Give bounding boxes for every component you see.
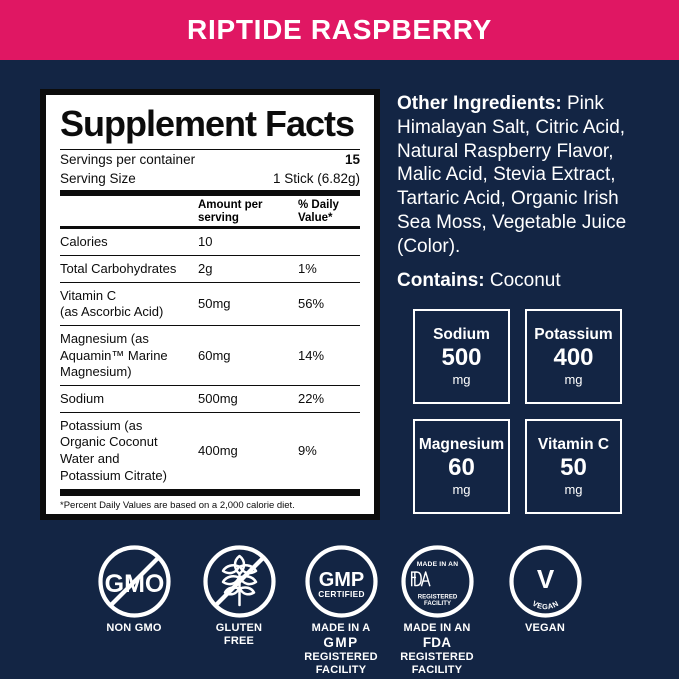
svg-text:GMP: GMP [318, 569, 364, 591]
svg-text:V: V [536, 564, 554, 594]
svg-text:MADE IN AN: MADE IN AN [416, 561, 458, 568]
svg-text:VEGAN: VEGAN [530, 599, 559, 612]
svg-text:CERTIFIED: CERTIFIED [318, 589, 365, 599]
svg-text:FACILITY: FACILITY [423, 600, 450, 607]
